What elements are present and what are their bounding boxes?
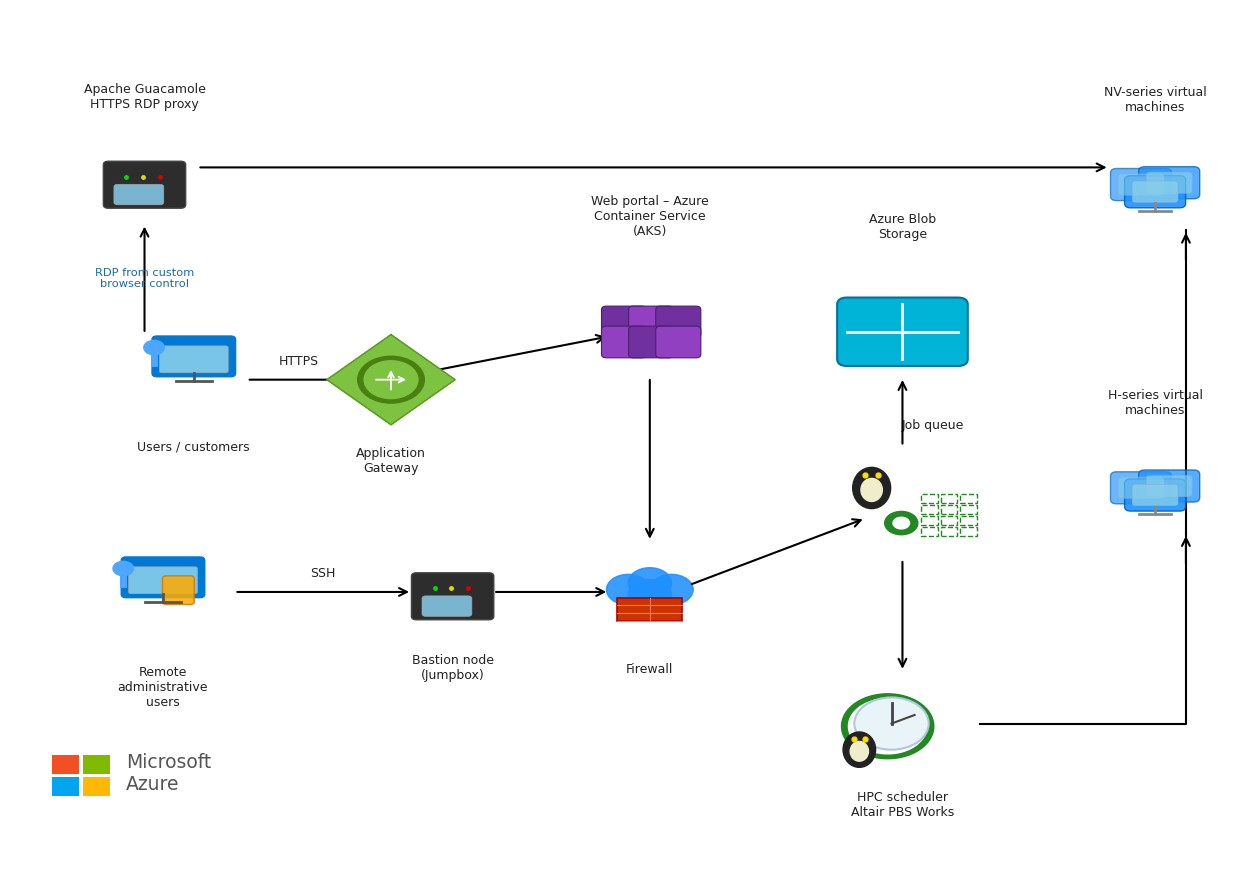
FancyBboxPatch shape: [1139, 470, 1200, 502]
FancyBboxPatch shape: [1146, 475, 1192, 497]
FancyBboxPatch shape: [837, 297, 968, 366]
Circle shape: [893, 517, 910, 529]
Text: Users / customers: Users / customers: [137, 440, 250, 453]
FancyBboxPatch shape: [160, 346, 228, 372]
Text: RDP from custom
browser control: RDP from custom browser control: [95, 268, 194, 290]
Circle shape: [650, 575, 693, 605]
Circle shape: [358, 357, 425, 403]
FancyBboxPatch shape: [162, 576, 194, 604]
FancyBboxPatch shape: [83, 776, 110, 795]
Circle shape: [113, 562, 134, 576]
FancyBboxPatch shape: [103, 161, 186, 208]
FancyBboxPatch shape: [1133, 484, 1179, 506]
FancyBboxPatch shape: [1124, 479, 1186, 511]
FancyBboxPatch shape: [422, 596, 472, 617]
Circle shape: [607, 575, 650, 605]
FancyBboxPatch shape: [1118, 174, 1164, 195]
Ellipse shape: [843, 732, 875, 767]
FancyBboxPatch shape: [52, 776, 79, 795]
FancyBboxPatch shape: [411, 573, 494, 620]
Text: Apache Guacamole
HTTPS RDP proxy: Apache Guacamole HTTPS RDP proxy: [84, 83, 206, 111]
Text: Azure Blob
Storage: Azure Blob Storage: [869, 213, 936, 241]
Circle shape: [885, 512, 917, 535]
Text: Firewall: Firewall: [626, 663, 673, 676]
Polygon shape: [848, 698, 927, 753]
Text: HTTPS: HTTPS: [279, 356, 318, 368]
Circle shape: [854, 698, 928, 750]
Ellipse shape: [853, 467, 890, 508]
FancyBboxPatch shape: [114, 184, 163, 205]
Text: H-series virtual
machines: H-series virtual machines: [1108, 389, 1202, 417]
Circle shape: [144, 340, 165, 355]
Circle shape: [628, 568, 671, 598]
Circle shape: [628, 580, 671, 610]
Text: Microsoft
Azure: Microsoft Azure: [126, 753, 212, 794]
Text: NV-series virtual
machines: NV-series virtual machines: [1104, 85, 1207, 113]
Circle shape: [364, 361, 418, 399]
Text: Job queue: Job queue: [903, 419, 964, 432]
FancyBboxPatch shape: [1110, 472, 1171, 504]
FancyBboxPatch shape: [656, 306, 701, 337]
FancyBboxPatch shape: [52, 755, 79, 774]
FancyBboxPatch shape: [1110, 168, 1171, 201]
Text: Bastion node
(Jumpbox): Bastion node (Jumpbox): [411, 654, 494, 683]
FancyBboxPatch shape: [152, 336, 235, 377]
Ellipse shape: [851, 741, 869, 761]
FancyBboxPatch shape: [1118, 477, 1164, 499]
FancyBboxPatch shape: [83, 755, 110, 774]
Text: Remote
administrative
users: Remote administrative users: [118, 665, 208, 709]
FancyBboxPatch shape: [602, 306, 646, 337]
FancyBboxPatch shape: [1133, 181, 1179, 202]
FancyBboxPatch shape: [1124, 176, 1186, 208]
Polygon shape: [842, 694, 933, 759]
Text: SSH: SSH: [311, 567, 335, 580]
FancyBboxPatch shape: [1146, 172, 1192, 194]
FancyBboxPatch shape: [121, 557, 204, 597]
FancyBboxPatch shape: [129, 567, 197, 594]
Ellipse shape: [860, 479, 883, 501]
Text: Web portal – Azure
Container Service
(AKS): Web portal – Azure Container Service (AK…: [591, 195, 708, 238]
Text: Application
Gateway: Application Gateway: [357, 447, 426, 475]
FancyBboxPatch shape: [656, 326, 701, 358]
FancyBboxPatch shape: [602, 326, 646, 358]
FancyBboxPatch shape: [1139, 167, 1200, 199]
FancyBboxPatch shape: [618, 598, 682, 621]
FancyBboxPatch shape: [629, 306, 673, 337]
FancyBboxPatch shape: [629, 326, 673, 358]
Text: HPC scheduler
Altair PBS Works: HPC scheduler Altair PBS Works: [851, 791, 954, 819]
Polygon shape: [327, 335, 456, 425]
